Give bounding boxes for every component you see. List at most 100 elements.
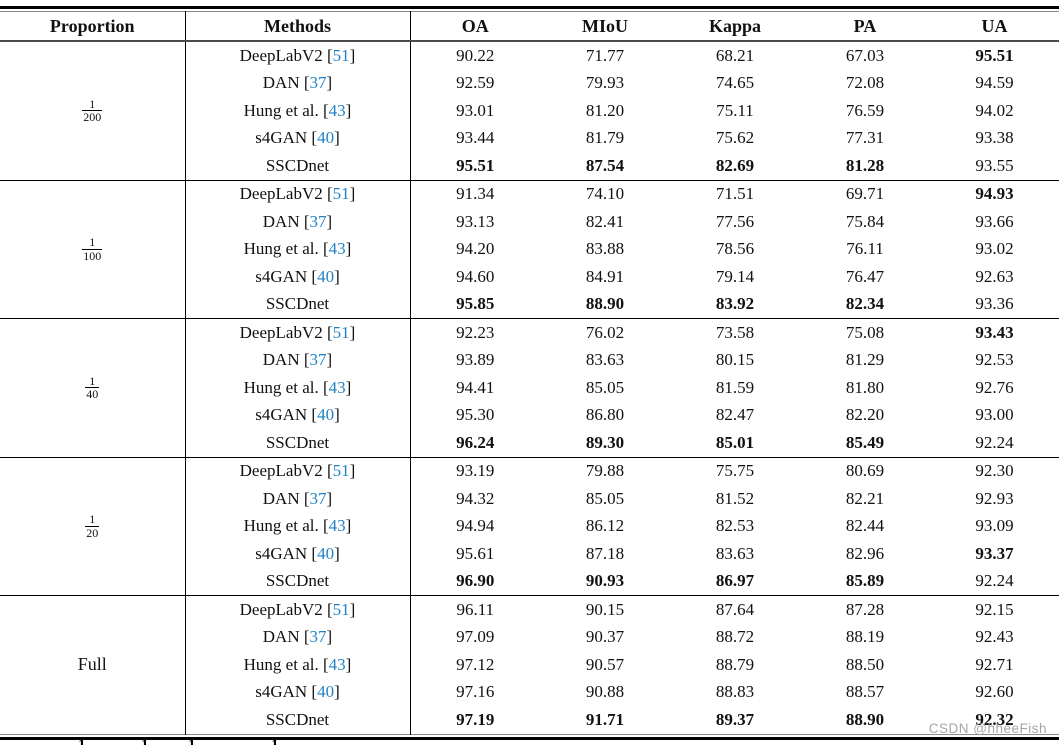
citation-link[interactable]: 40 xyxy=(317,405,335,425)
method-name: DeepLabV2 xyxy=(239,599,323,619)
metric-value: 87.28 xyxy=(845,599,885,619)
method-cell: s4GAN [40] xyxy=(185,678,411,706)
metric-value: 77.31 xyxy=(845,128,885,148)
metric-value: 93.38 xyxy=(975,128,1014,148)
citation-link[interactable]: 37 xyxy=(309,627,327,647)
metric-value: 82.41 xyxy=(585,211,625,231)
citation-link[interactable]: 43 xyxy=(328,239,346,259)
proportion-group: Full DeepLabV2 [51] 96.11 90.15 87.64 87.28 92… xyxy=(0,595,1059,734)
citation-link[interactable]: 43 xyxy=(328,377,346,397)
metric-value: 85.89 xyxy=(845,571,885,591)
metric-value: 79.93 xyxy=(585,73,625,93)
metric-value: 81.59 xyxy=(715,377,755,397)
metric-value: 81.79 xyxy=(585,128,625,148)
metric-value: 85.49 xyxy=(845,432,885,452)
metric-value: 88.90 xyxy=(845,709,885,729)
citation-link[interactable]: 51 xyxy=(332,322,350,342)
metric-value: 93.01 xyxy=(456,100,495,120)
metric-value: 97.09 xyxy=(456,627,495,647)
method-name: Hung et al. xyxy=(243,377,319,397)
metric-value: 74.10 xyxy=(585,184,625,204)
metric-value: 86.12 xyxy=(585,516,625,536)
metric-value: 94.32 xyxy=(456,488,495,508)
proportion-cell: 1 40 xyxy=(0,318,186,457)
method-cell: SSCDnet xyxy=(185,152,411,180)
metric-value: 87.54 xyxy=(585,155,625,175)
citation-link[interactable]: 51 xyxy=(332,184,350,204)
method-cell: Hung et al. [43] xyxy=(185,512,411,540)
method-cell: DeepLabV2 [51] xyxy=(185,318,411,347)
table-row: Hung et al. [43] 94.94 86.12 82.53 82.44 93.0… xyxy=(0,512,1059,540)
citation-link[interactable]: 51 xyxy=(332,461,350,481)
table-row: DAN [37] 93.89 83.63 80.15 81.29 92.53 xyxy=(0,346,1059,374)
citation-link[interactable]: 43 xyxy=(328,100,346,120)
method-cell: Hung et al. [43] xyxy=(185,374,411,402)
metric-value: 90.57 xyxy=(585,654,625,674)
proportion-fraction: 1 100 xyxy=(82,235,103,263)
metric-value: 95.85 xyxy=(456,294,495,314)
metric-value: 93.02 xyxy=(975,239,1014,259)
metric-value: 92.76 xyxy=(975,377,1014,397)
method-cell: s4GAN [40] xyxy=(185,263,411,291)
method-name: Hung et al. xyxy=(243,100,319,120)
metric-value: 90.88 xyxy=(585,682,625,702)
proportion-group: 1 40 DeepLabV2 [51] 92.23 76.02 73.58 75.08 93.… xyxy=(0,318,1059,457)
table-row: Hung et al. [43] 93.01 81.20 75.11 76.59 94.0… xyxy=(0,97,1059,125)
metric-value: 86.97 xyxy=(715,571,755,591)
citation-link[interactable]: 40 xyxy=(317,266,335,286)
metric-value: 75.11 xyxy=(716,100,754,120)
method-name: SSCDnet xyxy=(265,155,330,175)
metric-value: 71.77 xyxy=(585,45,625,65)
citation-link[interactable]: 40 xyxy=(317,682,335,702)
metric-value: 92.24 xyxy=(975,571,1014,591)
citation-link[interactable]: 37 xyxy=(309,73,327,93)
metric-value: 87.18 xyxy=(585,543,625,563)
table-row: SSCDnet 95.51 87.54 82.69 81.28 93.55 xyxy=(0,152,1059,180)
metric-value: 93.13 xyxy=(456,211,495,231)
method-name: DAN xyxy=(262,350,300,370)
metric-value: 83.88 xyxy=(585,239,625,259)
method-cell: s4GAN [40] xyxy=(185,540,411,568)
citation-link[interactable]: 40 xyxy=(317,128,335,148)
method-cell: s4GAN [40] xyxy=(185,124,411,152)
method-cell: SSCDnet xyxy=(185,429,411,457)
metric-value: 92.24 xyxy=(975,432,1014,452)
cutoff-glyph: 1 xyxy=(78,737,86,745)
metric-value: 87.64 xyxy=(715,599,755,619)
metric-value: 91.34 xyxy=(456,184,495,204)
citation-link[interactable]: 51 xyxy=(332,45,350,65)
metric-value: 80.69 xyxy=(845,461,885,481)
metric-value: 93.19 xyxy=(456,461,495,481)
metric-value: 94.60 xyxy=(456,266,495,286)
metric-value: 91.71 xyxy=(585,709,625,729)
citation-link[interactable]: 37 xyxy=(309,211,327,231)
metric-value: 96.90 xyxy=(456,571,495,591)
citation-link[interactable]: 37 xyxy=(309,488,327,508)
proportion-fraction: 1 200 xyxy=(82,96,103,125)
citation-link[interactable]: 51 xyxy=(332,599,350,619)
citation-link[interactable]: 43 xyxy=(328,654,346,674)
table-row: Hung et al. [43] 94.20 83.88 78.56 76.11 93.0… xyxy=(0,235,1059,263)
metric-value: 96.11 xyxy=(456,599,495,619)
table-row: DAN [37] 97.09 90.37 88.72 88.19 92.43 xyxy=(0,623,1059,651)
table-header-row: Proportion Methods OA MIoU Kappa PA UA xyxy=(0,11,1059,42)
metric-value: 71.51 xyxy=(715,184,755,204)
metric-value: 95.51 xyxy=(456,155,495,175)
metric-value: 76.11 xyxy=(846,239,884,259)
metric-value: 81.52 xyxy=(715,488,755,508)
metric-value: 93.89 xyxy=(456,350,495,370)
citation-link[interactable]: 37 xyxy=(309,350,327,370)
metric-value: 82.96 xyxy=(845,543,885,563)
method-cell: DeepLabV2 [51] xyxy=(185,595,411,624)
metric-value: 72.08 xyxy=(845,73,885,93)
citation-link[interactable]: 43 xyxy=(328,516,346,536)
method-name: s4GAN xyxy=(255,266,308,286)
proportion-fraction: 1 20 xyxy=(85,512,100,540)
metric-value: 82.44 xyxy=(845,516,885,536)
metric-value: 95.30 xyxy=(456,405,495,425)
method-cell: DAN [37] xyxy=(185,69,411,97)
method-name: Hung et al. xyxy=(243,239,319,259)
citation-link[interactable]: 40 xyxy=(317,543,335,563)
metric-value: 93.55 xyxy=(975,155,1014,175)
method-cell: DeepLabV2 [51] xyxy=(185,41,411,70)
